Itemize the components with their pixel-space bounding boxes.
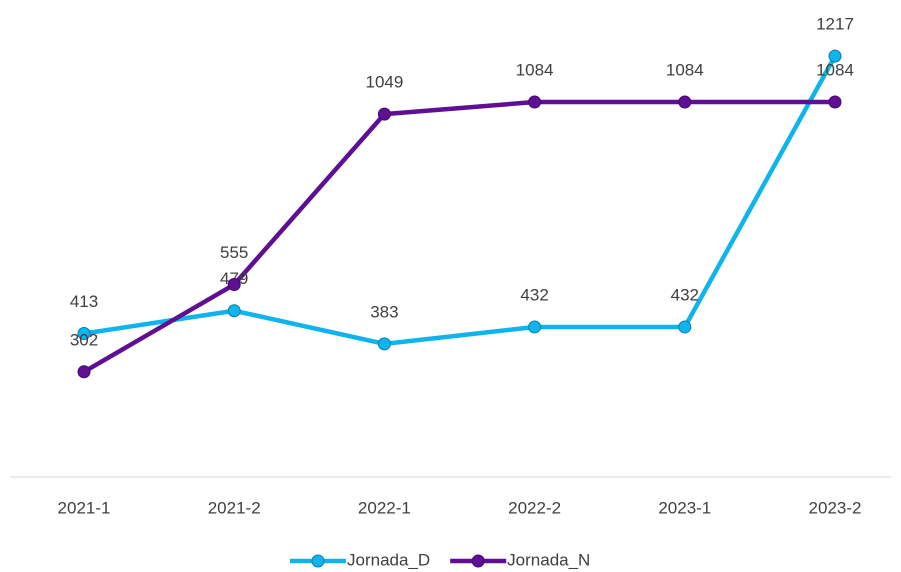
x-tick-label: 2022-2: [508, 498, 561, 517]
data-point: [377, 337, 391, 351]
data-label: 1217: [816, 15, 854, 34]
data-point: [828, 95, 842, 109]
data-point: [227, 278, 241, 292]
legend-label: Jornada_D: [347, 550, 430, 569]
data-label: 432: [520, 285, 548, 304]
data-label: 1084: [816, 61, 854, 80]
data-label: 1049: [365, 73, 403, 92]
data-point: [678, 320, 692, 334]
data-point: [828, 49, 842, 63]
legend-marker: [311, 554, 325, 568]
data-point: [528, 320, 542, 334]
data-point: [377, 107, 391, 121]
data-label: 413: [70, 292, 98, 311]
x-tick-label: 2023-2: [809, 498, 862, 517]
data-point: [528, 95, 542, 109]
data-label: 302: [70, 330, 98, 349]
data-label: 383: [370, 302, 398, 321]
legend-label: Jornada_N: [507, 550, 590, 569]
data-point: [678, 95, 692, 109]
data-point: [77, 365, 91, 379]
data-label: 432: [671, 285, 699, 304]
legend-marker: [471, 554, 485, 568]
data-point: [77, 327, 91, 341]
data-point: [227, 304, 241, 318]
data-label: 1084: [516, 61, 554, 80]
series-line: [83, 55, 837, 347]
series-line: [82, 99, 835, 374]
x-tick-label: 2021-2: [208, 498, 261, 517]
data-label: 1084: [666, 61, 704, 80]
x-tick-label: 2023-1: [658, 498, 711, 517]
x-tick-label: 2021-1: [58, 498, 111, 517]
data-label: 555: [220, 243, 248, 262]
x-tick-label: 2022-1: [358, 498, 411, 517]
